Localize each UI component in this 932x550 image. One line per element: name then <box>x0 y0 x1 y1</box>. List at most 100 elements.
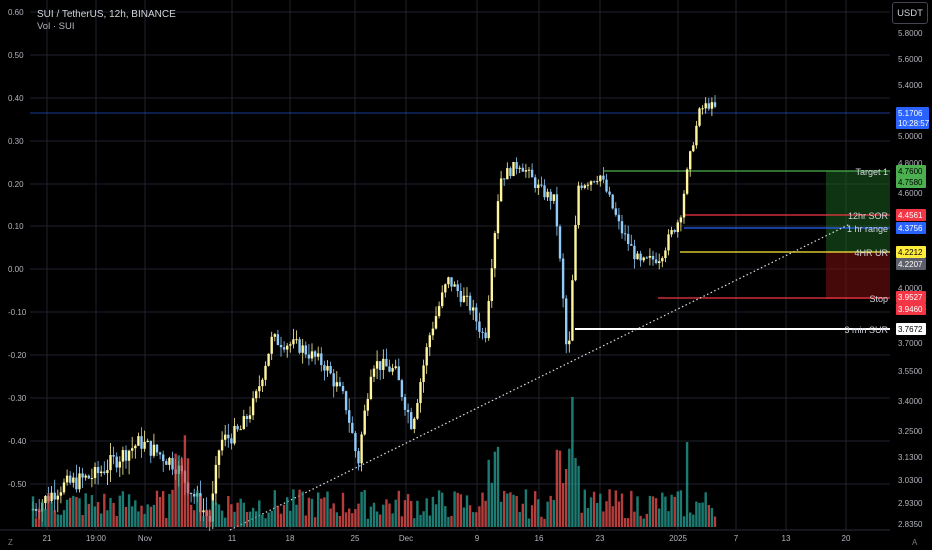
candle-body <box>301 345 304 353</box>
candle-body <box>599 175 602 182</box>
candle-body <box>540 184 543 186</box>
x-axis-tick: 19:00 <box>86 534 107 543</box>
candle-body <box>137 436 140 446</box>
volume-bar <box>437 490 441 527</box>
volume-bar <box>165 517 168 527</box>
candle-body <box>307 354 311 359</box>
volume-bar <box>410 500 413 527</box>
candle-body <box>236 425 239 430</box>
candle-body <box>50 492 53 502</box>
candle-body <box>84 475 87 478</box>
volume-bar <box>413 518 416 527</box>
candle-body <box>534 177 537 188</box>
volume-bar <box>326 491 329 527</box>
volume-bar <box>397 490 400 527</box>
chart-header: SUI / TetherUS, 12h, BINANCE Vol · SUI <box>37 9 176 33</box>
volume-bar <box>543 518 546 527</box>
volume-bar <box>382 504 385 527</box>
right-axis-tick: 5.8000 <box>898 29 923 38</box>
volume-bar <box>462 507 466 527</box>
volume-bar <box>689 512 692 527</box>
volume-bar <box>614 490 617 527</box>
candle-body <box>592 181 596 183</box>
volume-bar <box>140 505 143 527</box>
candle-body <box>81 473 84 478</box>
volume-bar <box>338 515 342 527</box>
volume-bar <box>664 496 667 527</box>
volume-bar <box>224 517 227 527</box>
volume-bar <box>369 506 373 527</box>
candle-body <box>509 168 512 176</box>
candle-body <box>344 391 348 411</box>
volume-bar <box>208 510 211 527</box>
level-tag-stop: 3.9527 <box>898 293 923 302</box>
volume-bar <box>574 457 577 527</box>
volume-bar <box>217 504 221 527</box>
volume-bar <box>658 508 661 527</box>
volume-bar <box>341 492 345 527</box>
candle-body <box>561 258 565 299</box>
volume-bar <box>320 498 323 527</box>
candle-body <box>78 473 81 490</box>
candle-body <box>583 185 586 188</box>
candle-body <box>645 257 648 259</box>
volume-bar <box>496 446 500 527</box>
candle-body <box>602 175 605 180</box>
candle-body <box>276 334 280 345</box>
volume-bar <box>329 508 332 527</box>
currency-button[interactable]: USDT <box>892 2 928 24</box>
candle-body <box>323 365 326 371</box>
volume-bar <box>701 502 704 527</box>
volume-bar <box>620 493 624 527</box>
candle-body <box>230 438 233 444</box>
volume-bar <box>375 511 379 527</box>
volume-bar <box>193 510 196 527</box>
volume-bar <box>273 490 276 527</box>
volume-bar <box>692 514 695 527</box>
candle-body <box>651 255 655 260</box>
left-axis-tick: 0.20 <box>8 180 24 189</box>
x-axis-tick: 20 <box>842 534 851 543</box>
volume-bar <box>592 491 596 527</box>
candle-body <box>329 365 332 374</box>
candle-body <box>264 365 267 380</box>
volume-bar <box>372 502 376 527</box>
volume-bar <box>478 506 481 527</box>
candle-body <box>103 471 106 474</box>
level-tag-ur-bg <box>896 246 926 258</box>
symbol-title[interactable]: SUI / TetherUS, 12h, BINANCE <box>37 9 176 20</box>
candle-body <box>189 492 193 494</box>
volume-bar <box>143 513 146 527</box>
auto-scale-icon[interactable]: A <box>912 538 918 547</box>
candle-body <box>118 461 121 468</box>
volume-bar <box>503 490 506 527</box>
volume-bar <box>571 397 574 527</box>
candle-body <box>565 298 568 345</box>
volume-bar <box>62 510 66 527</box>
volume-bar <box>596 502 599 527</box>
left-axis-tick: 0.50 <box>8 51 24 60</box>
volume-bar <box>47 493 50 527</box>
timezone-icon[interactable]: Z <box>8 538 13 547</box>
x-axis-tick: Nov <box>138 534 152 543</box>
volume-indicator-label[interactable]: Vol · SUI <box>37 21 75 32</box>
volume-bar <box>323 497 326 527</box>
candle-body <box>109 455 112 471</box>
candle-body <box>165 461 168 465</box>
volume-bar <box>93 506 97 527</box>
volume-bar <box>710 508 714 527</box>
volume-bar <box>623 518 627 527</box>
volume-bar <box>286 497 289 527</box>
right-axis-tick: 2.9300 <box>898 499 923 508</box>
candle-body <box>382 358 385 370</box>
volume-bar <box>72 495 75 527</box>
candle-body <box>596 181 599 183</box>
candle-body <box>530 169 534 178</box>
candle-body <box>388 366 391 372</box>
candle-body <box>574 224 577 281</box>
candle-body <box>214 464 218 494</box>
volume-bar <box>220 510 224 527</box>
candle-body <box>149 440 152 456</box>
level-tag-stop2: 3.9460 <box>898 305 923 314</box>
